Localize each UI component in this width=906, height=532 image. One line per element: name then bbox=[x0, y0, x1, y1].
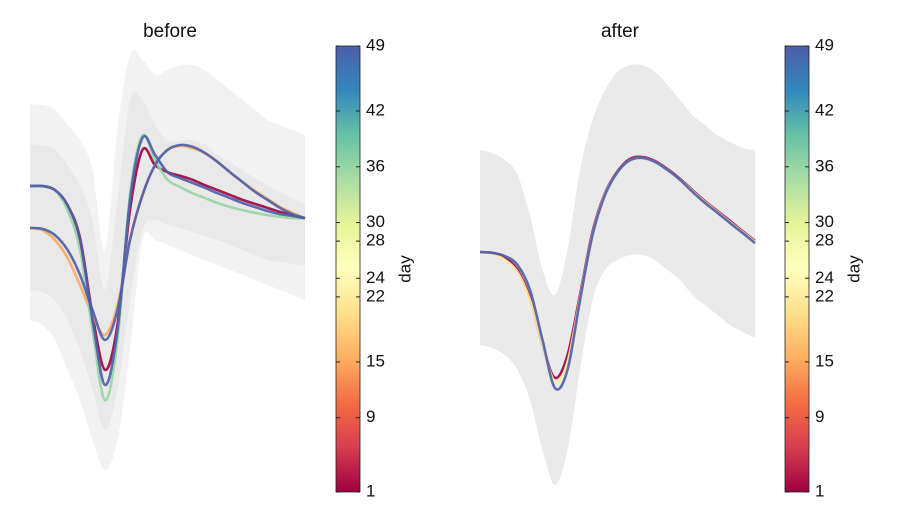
waveform-line bbox=[479, 156, 756, 391]
chart-title: after bbox=[601, 21, 640, 42]
colorbar-tick-label: 9 bbox=[815, 407, 824, 426]
waveform-line bbox=[29, 143, 306, 342]
colorbar-tick-label: 36 bbox=[815, 156, 834, 175]
chart-title: before bbox=[143, 21, 197, 42]
colorbar-tick-label: 30 bbox=[366, 212, 385, 231]
waveform-line bbox=[29, 133, 306, 402]
colorbar-tick-label: 15 bbox=[815, 351, 834, 370]
waveform-line bbox=[29, 134, 306, 387]
colorbar-tick-label: 1 bbox=[366, 481, 375, 500]
colorbar-label: day bbox=[395, 255, 414, 283]
colorbar bbox=[784, 45, 810, 493]
colorbar-tick-label: 24 bbox=[815, 268, 834, 287]
range-band bbox=[480, 64, 755, 485]
colorbar-tick-label: 49 bbox=[815, 35, 834, 54]
colorbar-tick-label: 22 bbox=[366, 286, 385, 305]
colorbar-tick-label: 15 bbox=[366, 351, 385, 370]
colorbar-label: day bbox=[844, 255, 863, 283]
colorbar-tick-label: 28 bbox=[366, 231, 385, 250]
colorbar-tick-label: 42 bbox=[366, 101, 385, 120]
colorbar-tick-label: 9 bbox=[366, 407, 375, 426]
colorbar-tick-label: 30 bbox=[815, 212, 834, 231]
colorbar-tick-label: 22 bbox=[815, 286, 834, 305]
colorbar-tick-label: 36 bbox=[366, 156, 385, 175]
colorbar-tick-label: 28 bbox=[815, 231, 834, 250]
colorbar bbox=[335, 45, 361, 493]
colorbar-tick-label: 24 bbox=[366, 268, 385, 287]
colorbar-tick-label: 42 bbox=[815, 101, 834, 120]
colorbar-tick-label: 1 bbox=[815, 481, 824, 500]
colorbar-tick-label: 49 bbox=[366, 35, 385, 54]
